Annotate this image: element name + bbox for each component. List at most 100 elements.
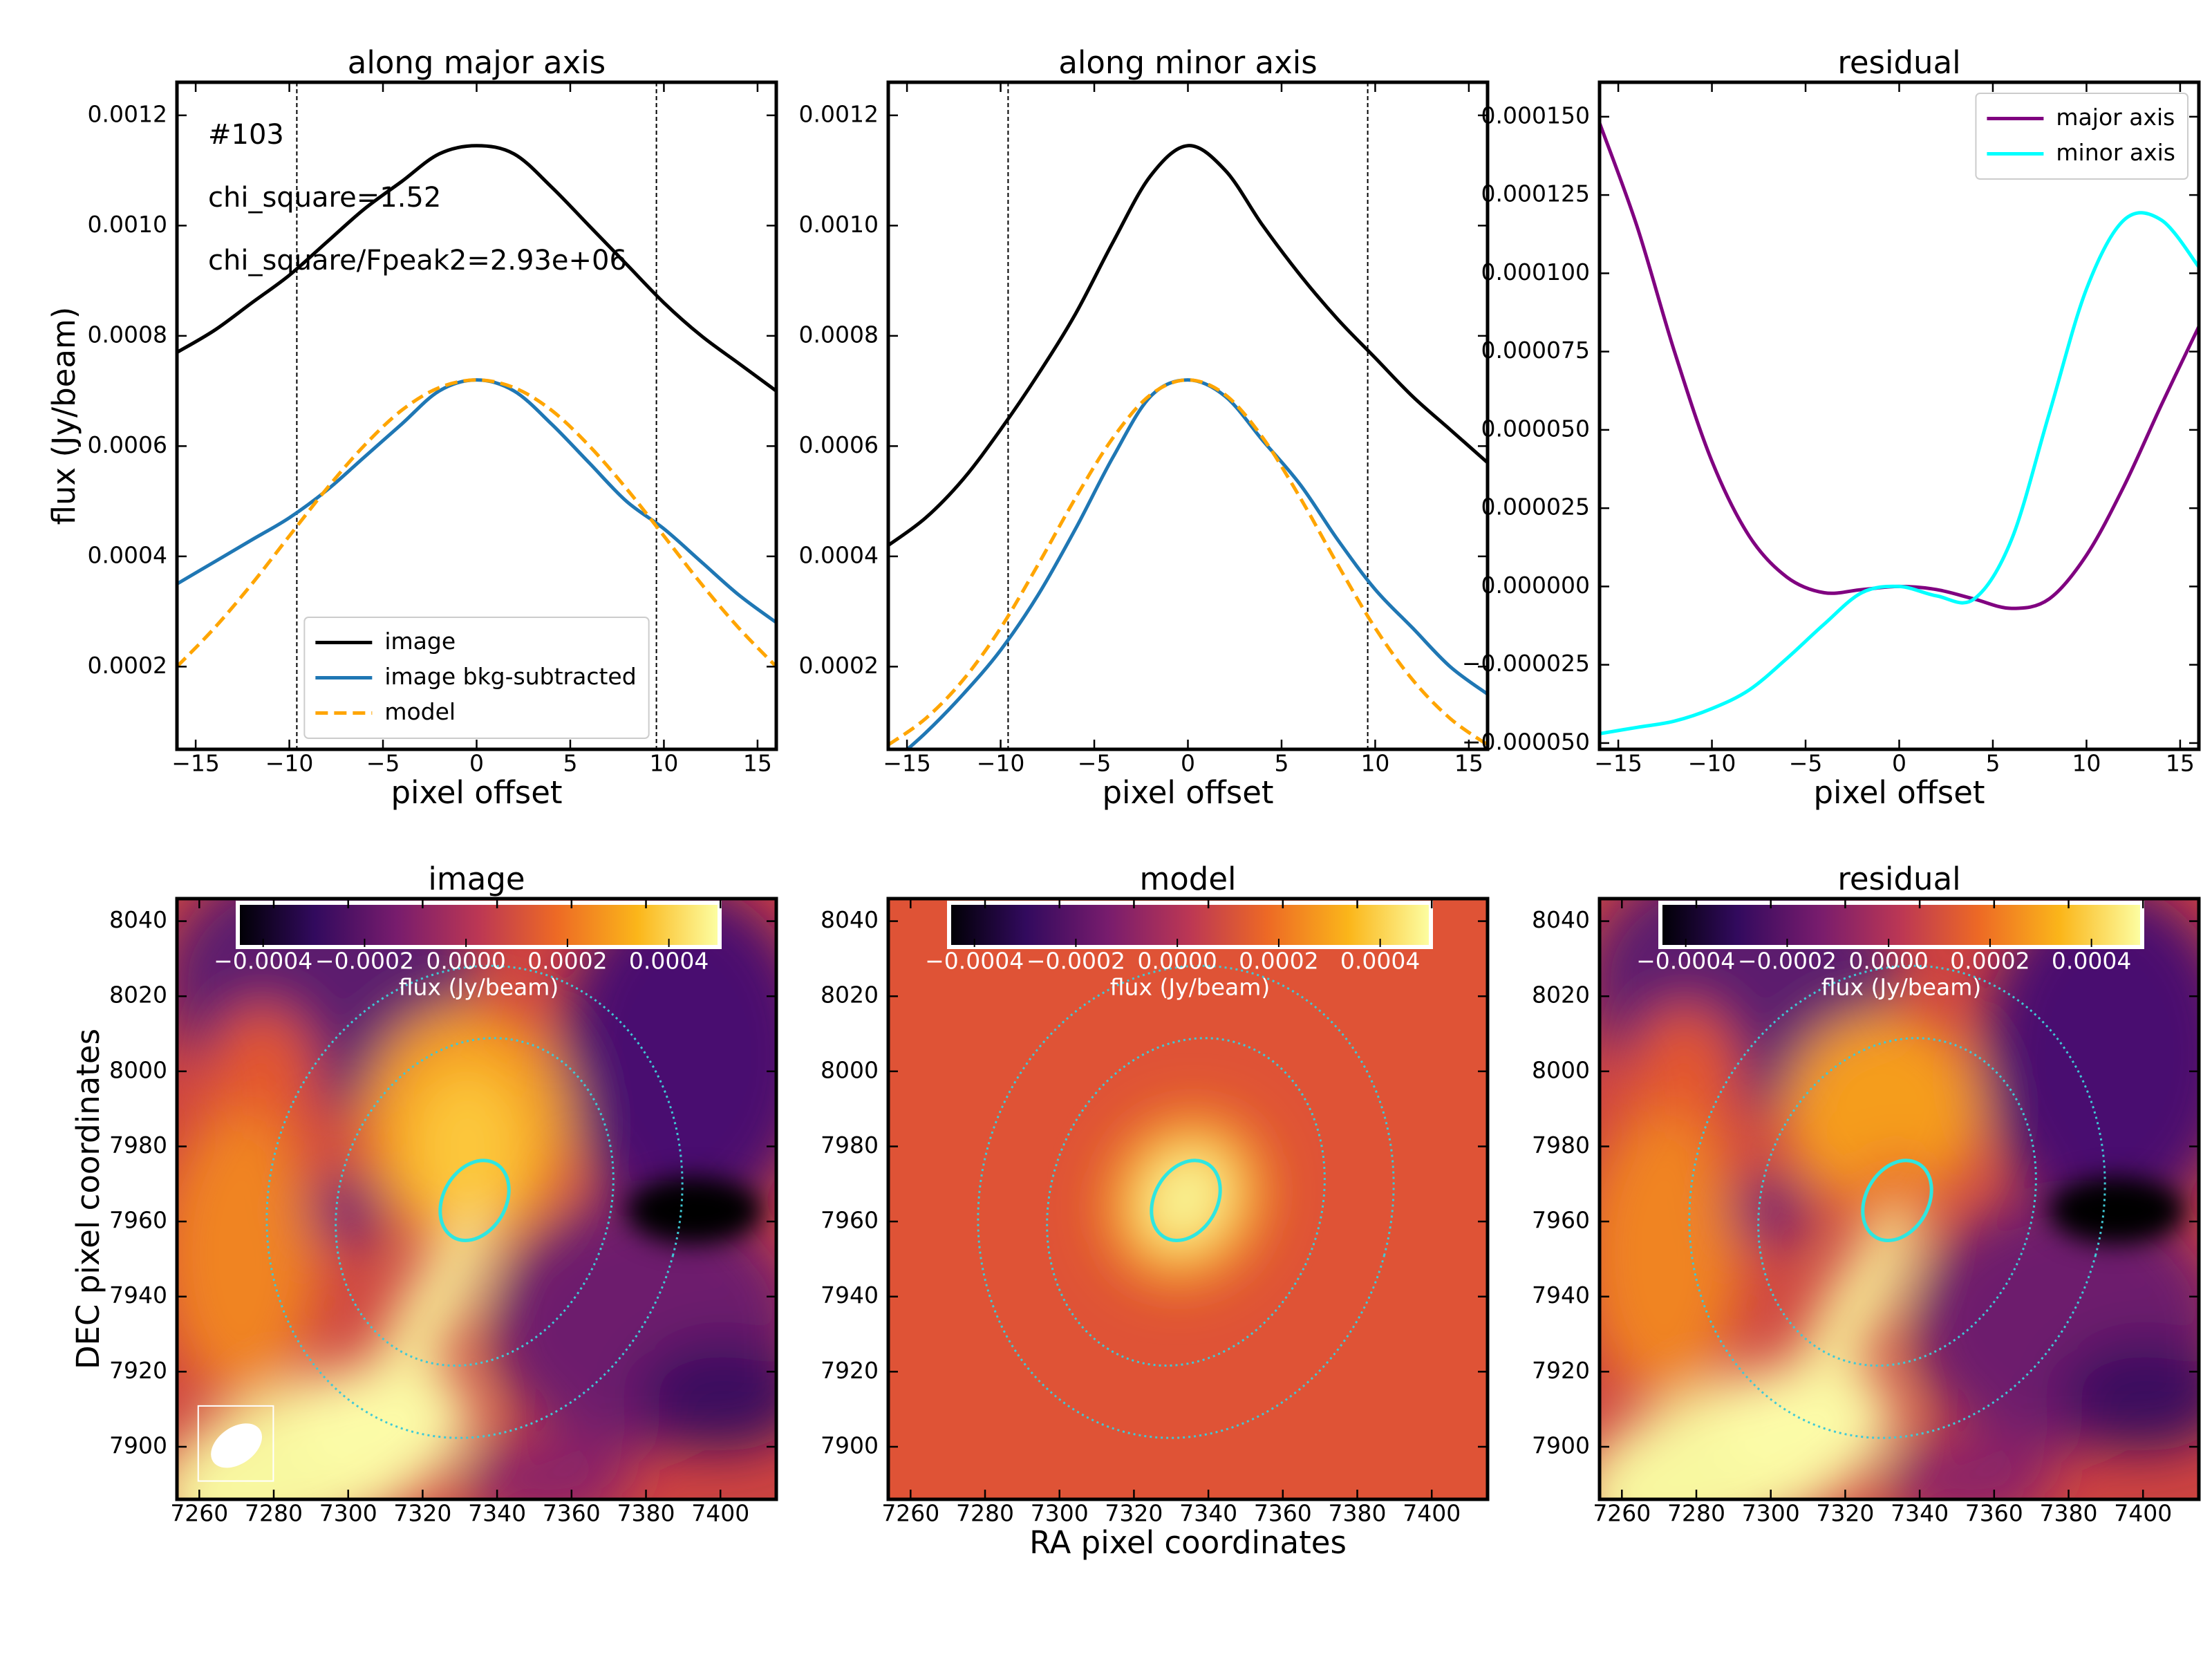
y-tick-label: 7940 (109, 1282, 167, 1309)
y-tick-label: −0.000025 (1462, 650, 1590, 677)
texture-blob (177, 1111, 319, 1395)
x-tick-label: 7340 (1891, 1500, 1949, 1527)
y-tick-label: 0.000050 (1481, 415, 1590, 442)
x-tick-label: 15 (743, 750, 772, 777)
colorbar-label: flux (Jy/beam) (1821, 974, 1981, 1001)
y-tick-label: 0.0002 (799, 652, 879, 679)
y-tick-label: 0.000100 (1481, 259, 1590, 285)
y-tick-label: 7920 (1532, 1357, 1590, 1384)
x-axis-label: RA pixel coordinates (1029, 1524, 1347, 1561)
panel-title: image (428, 861, 525, 897)
image-texture (626, 1176, 762, 1245)
frame (1597, 897, 2201, 1501)
colorbar (1658, 901, 2144, 949)
y-tick-label: 7900 (1532, 1432, 1590, 1459)
x-tick-label: 7320 (1105, 1500, 1163, 1527)
colorbar-tick-label: −0.0002 (315, 948, 414, 975)
contour (335, 1037, 615, 1367)
plot-area (1600, 122, 2199, 735)
colorbar-tick-label: −0.0002 (1738, 948, 1837, 975)
plot-area (1600, 899, 2199, 1499)
image-texture (1105, 1113, 1267, 1285)
y-tick-label: 8000 (821, 1056, 879, 1083)
panel: major axis minor axis −15 −10 −5 0 5 10 15 −0.000… (1462, 44, 2201, 811)
y-tick-label: 0.0012 (88, 100, 167, 127)
frame (175, 897, 778, 1501)
y-tick-label: 8000 (1532, 1056, 1590, 1083)
y-tick-label: 0.0006 (88, 431, 167, 458)
texture-blob (1792, 1210, 1918, 1409)
series-line (177, 144, 776, 393)
y-tick-label: 7920 (821, 1357, 879, 1384)
x-tick-label: 15 (2166, 750, 2195, 777)
colorbar-label: flux (Jy/beam) (1110, 974, 1270, 1001)
y-tick-label: 7980 (109, 1132, 167, 1159)
y-tick-label: 7960 (821, 1207, 879, 1234)
x-tick-label: 10 (1360, 750, 1389, 777)
y-axis-label: DEC pixel coordinates (70, 1029, 106, 1369)
y-tick-label: 7900 (109, 1432, 167, 1459)
texture-blob (1720, 1366, 1876, 1480)
annotation: #103 (208, 119, 284, 151)
x-tick-label: 7280 (1667, 1500, 1725, 1527)
legend-box (303, 617, 650, 739)
y-tick-label: 0.0004 (88, 541, 167, 568)
y-tick-label: 7980 (821, 1132, 879, 1159)
x-tick-label: 7380 (1329, 1500, 1387, 1527)
legend-label: minor axis (2056, 139, 2175, 166)
y-tick-label: 0.000000 (1481, 572, 1590, 599)
series-line (177, 378, 776, 624)
x-tick-label: 7380 (2040, 1500, 2098, 1527)
series-line (177, 378, 776, 668)
y-tick-label: 0.0010 (88, 211, 167, 238)
legend-box (1975, 93, 2188, 180)
panel-title: residual (1837, 44, 1960, 81)
x-tick-label: 7260 (881, 1500, 939, 1527)
texture-blob (297, 1366, 453, 1480)
y-tick-label: 0.0006 (799, 431, 879, 458)
y-tick-label: 0.0008 (88, 321, 167, 348)
plot-area (177, 899, 776, 1499)
texture-blob (1982, 899, 2199, 1225)
x-tick-label: 5 (563, 750, 577, 777)
x-tick-label: 7280 (245, 1500, 303, 1527)
colorbar-tick-label: 0.0004 (2052, 948, 2131, 975)
y-axis-label: flux (Jy/beam) (46, 307, 82, 525)
texture-blob (2048, 1176, 2185, 1245)
texture-blob (460, 1437, 630, 1499)
colorbar-tick-label: 0.0000 (1848, 948, 1928, 975)
y-tick-label: 7900 (821, 1432, 879, 1459)
colorbar-tick-label: 0.0004 (1340, 948, 1420, 975)
colorbar (236, 901, 722, 949)
x-tick-label: 7320 (1816, 1500, 1874, 1527)
x-tick-label: −10 (1688, 750, 1736, 777)
series-line (888, 378, 1488, 747)
y-tick-label: 8040 (109, 906, 167, 933)
aperture (438, 1159, 511, 1242)
panel-title: along minor axis (1058, 44, 1317, 81)
x-tick-label: 7320 (393, 1500, 451, 1527)
y-tick-label: 0.0012 (799, 100, 879, 127)
colorbar-tick-label: −0.0004 (1636, 948, 1735, 975)
x-tick-label: 7380 (617, 1500, 675, 1527)
colorbar (947, 901, 1433, 949)
x-tick-label: 0 (1181, 750, 1195, 777)
legend: image image bkg-subtracted model (303, 617, 650, 739)
x-tick-label: 7340 (468, 1500, 526, 1527)
y-tick-label: 0.000075 (1481, 337, 1590, 364)
legend: major axis minor axis (1975, 93, 2188, 180)
texture-blob (411, 1069, 525, 1225)
image-texture (177, 899, 776, 1499)
plot-area (177, 82, 776, 749)
x-tick-label: 7400 (691, 1500, 749, 1527)
contour (1046, 1037, 1326, 1367)
aperture (1861, 1159, 1933, 1242)
x-tick-label: 0 (1892, 750, 1906, 777)
y-tick-label: 0.0008 (799, 321, 879, 348)
plot-area (888, 82, 1488, 749)
colorbar-tick-label: 0.0002 (1950, 948, 2030, 975)
y-tick-label: 8040 (821, 906, 879, 933)
image-texture (2048, 1176, 2185, 1245)
x-tick-label: −15 (883, 750, 931, 777)
